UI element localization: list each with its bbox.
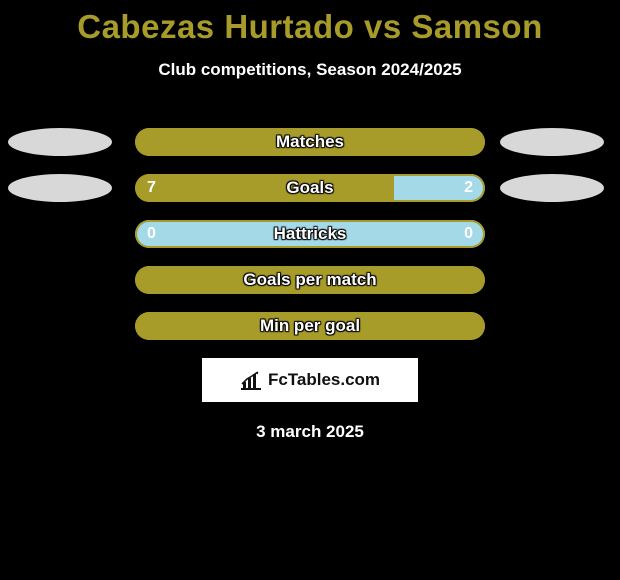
stat-value-right: 0 [464, 225, 473, 243]
stat-bar: 7 2 Goals [135, 174, 485, 202]
stat-value-left: 7 [147, 179, 156, 197]
date-text: 3 march 2025 [0, 422, 620, 442]
infographic-canvas: Cabezas Hurtado vs Samson Club competiti… [0, 0, 620, 580]
player-right-ellipse [500, 174, 604, 202]
stat-bar: Goals per match [135, 266, 485, 294]
attribution-text: FcTables.com [268, 370, 380, 390]
stat-bar: Min per goal [135, 312, 485, 340]
stat-value-left: 0 [147, 225, 156, 243]
player-left-ellipse [8, 128, 112, 156]
comparison-row: 0 0 Hattricks [0, 220, 620, 248]
comparison-row: Min per goal [0, 312, 620, 340]
player-right-ellipse [500, 128, 604, 156]
comparison-row: Goals per match [0, 266, 620, 294]
comparison-rows: Matches 7 2 Goals 0 0 Hattricks Goals per match… [0, 128, 620, 340]
stat-bar: 0 0 Hattricks [135, 220, 485, 248]
stat-label: Goals per match [243, 270, 376, 290]
player-left-ellipse [8, 174, 112, 202]
comparison-row: 7 2 Goals [0, 174, 620, 202]
subtitle: Club competitions, Season 2024/2025 [0, 60, 620, 80]
stat-value-right: 2 [464, 179, 473, 197]
stat-label: Goals [286, 178, 333, 198]
attribution-box: FcTables.com [202, 358, 418, 402]
stat-label: Matches [276, 132, 344, 152]
stat-label: Hattricks [274, 224, 347, 244]
stat-label: Min per goal [260, 316, 360, 336]
stat-bar: Matches [135, 128, 485, 156]
comparison-row: Matches [0, 128, 620, 156]
barchart-icon [240, 370, 262, 390]
page-title: Cabezas Hurtado vs Samson [0, 0, 620, 46]
